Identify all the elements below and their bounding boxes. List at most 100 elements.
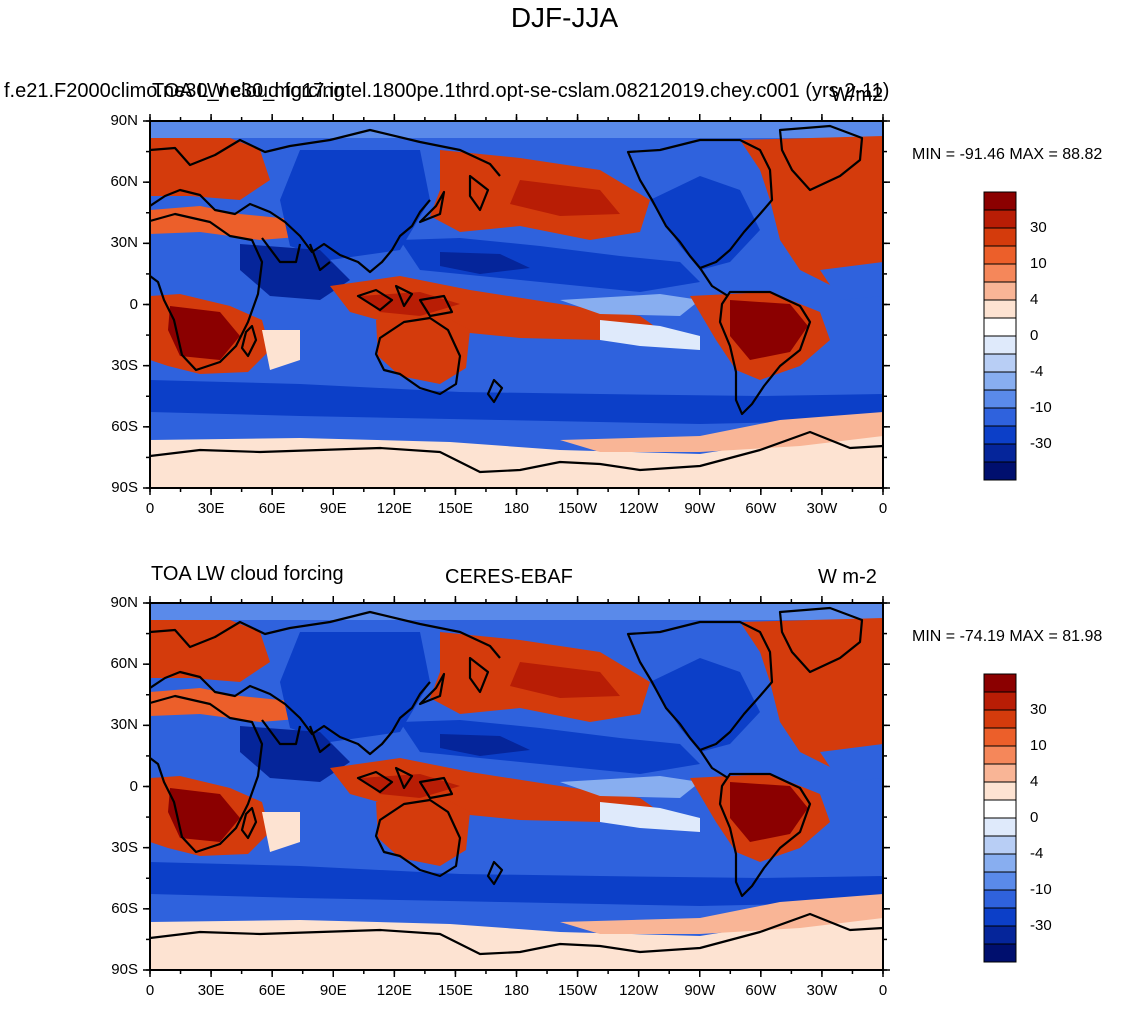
- lon-tick-label: 0: [878, 982, 888, 999]
- colorbar-swatch: [983, 925, 1017, 945]
- colorbar-swatch: [983, 443, 1017, 463]
- panel2-center-title: CERES-EBAF: [445, 566, 573, 588]
- lon-tick-label: 150E: [437, 982, 473, 999]
- colorbar-swatch: [983, 727, 1017, 747]
- panel1-min-max: MIN = -91.46 MAX = 88.82: [912, 146, 1103, 163]
- panel2-left-title: TOA LW cloud forcing: [151, 563, 344, 585]
- lat-tick-label: 30N: [110, 234, 138, 252]
- lat-tick-label: 90S: [111, 961, 138, 978]
- colorbar-label: 10: [1030, 255, 1047, 272]
- lon-tick-label: 60W: [745, 500, 777, 517]
- panel1-case-title: f.e21.F2000climo.ne30_ne30_mg17.intel.18…: [4, 80, 890, 102]
- colorbar-swatch: [983, 209, 1017, 229]
- colorbar-swatch: [983, 263, 1017, 283]
- colorbar-swatch: [983, 853, 1017, 873]
- lon-tick-label: 30E: [197, 500, 225, 517]
- colorbar-swatch: [983, 835, 1017, 855]
- colorbar-swatch: [983, 371, 1017, 391]
- colorbar-swatch: [983, 335, 1017, 355]
- lat-tick-label: 60S: [111, 899, 138, 917]
- colorbar-label: 4: [1030, 773, 1039, 790]
- colorbar-swatch: [983, 317, 1017, 337]
- lon-tick-label: 120E: [376, 500, 412, 517]
- colorbar-swatch: [983, 281, 1017, 301]
- lon-tick-label: 60E: [258, 500, 286, 517]
- colorbar-label: 30: [1030, 219, 1047, 236]
- colorbar-swatch: [983, 407, 1017, 427]
- lon-tick-label: 60W: [745, 982, 777, 999]
- lon-tick-label: 0: [145, 500, 155, 517]
- lat-tick-label: 30S: [111, 356, 138, 374]
- panel1-units: W/m2: [831, 84, 884, 106]
- lon-tick-label: 90E: [319, 500, 347, 517]
- colorbar-swatch: [983, 299, 1017, 319]
- colorbar-swatch: [983, 799, 1017, 819]
- colorbar-swatch: [983, 889, 1017, 909]
- panel2-units: W m-2: [818, 566, 877, 588]
- colorbar-swatch: [983, 943, 1017, 963]
- lon-tick-label: 30W: [806, 500, 838, 517]
- lon-tick-label: 180: [503, 500, 530, 517]
- colorbar-label: -30: [1030, 917, 1052, 934]
- lon-tick-label: 150W: [557, 982, 598, 999]
- lon-tick-label: 30E: [197, 982, 225, 999]
- colorbar-label: 0: [1030, 327, 1039, 344]
- lat-tick-label: 60N: [110, 655, 138, 673]
- panel1-left-title: TOA LW cloud forcing: [152, 80, 345, 102]
- colorbar-swatch: [983, 227, 1017, 247]
- lon-tick-label: 30W: [806, 982, 838, 999]
- colorbar-swatch: [983, 763, 1017, 783]
- figure-title: DJF-JJA: [510, 2, 619, 33]
- colorbar-label: -4: [1030, 363, 1044, 380]
- colorbar-swatch: [983, 461, 1017, 481]
- colorbar-swatch: [983, 781, 1017, 801]
- colorbar-swatch: [983, 425, 1017, 445]
- lat-tick-label: 0: [129, 777, 138, 795]
- colorbar-swatch: [983, 817, 1017, 837]
- lat-tick-label: 90S: [111, 479, 138, 496]
- lon-tick-label: 180: [503, 982, 530, 999]
- lat-tick-label: 30N: [110, 716, 138, 734]
- lon-tick-label: 90W: [684, 982, 716, 999]
- colorbar-swatch: [983, 673, 1017, 693]
- lon-tick-label: 120W: [619, 500, 659, 517]
- colorbar-label: 4: [1030, 291, 1039, 308]
- lon-tick-label: 90W: [684, 500, 716, 517]
- lon-tick-label: 0: [878, 500, 888, 517]
- colorbar-swatch: [983, 709, 1017, 729]
- panel2-min-max: MIN = -74.19 MAX = 81.98: [912, 628, 1103, 645]
- lon-tick-label: 0: [145, 982, 155, 999]
- colorbar-swatch: [983, 245, 1017, 265]
- colorbar-label: 0: [1030, 809, 1039, 826]
- lon-tick-label: 90E: [319, 982, 347, 999]
- colorbar-swatch: [983, 907, 1017, 927]
- colorbar-label: -4: [1030, 845, 1044, 862]
- lon-tick-label: 150W: [557, 500, 598, 517]
- colorbar-label: -30: [1030, 435, 1052, 452]
- colorbar-label: 10: [1030, 737, 1047, 754]
- colorbar-swatch: [983, 191, 1017, 211]
- colorbar-swatch: [983, 745, 1017, 765]
- lon-tick-label: 150E: [437, 500, 473, 517]
- colorbar-label: 30: [1030, 701, 1047, 718]
- panel2-map: [149, 602, 884, 971]
- lat-tick-label: 0: [129, 295, 138, 313]
- lat-tick-label: 90N: [110, 112, 138, 129]
- panel1-colorbar: [983, 191, 1017, 481]
- colorbar-swatch: [983, 353, 1017, 373]
- lat-tick-label: 30S: [111, 838, 138, 856]
- panel1-map: [149, 120, 884, 489]
- colorbar-swatch: [983, 691, 1017, 711]
- colorbar-swatch: [983, 389, 1017, 409]
- panel2-colorbar: [983, 673, 1017, 963]
- lon-tick-label: 120E: [376, 982, 412, 999]
- lat-tick-label: 60N: [110, 173, 138, 191]
- colorbar-swatch: [983, 871, 1017, 891]
- lon-tick-label: 120W: [619, 982, 659, 999]
- lat-tick-label: 60S: [111, 417, 138, 435]
- lon-tick-label: 60E: [258, 982, 286, 999]
- colorbar-label: -10: [1030, 399, 1052, 416]
- lat-tick-label: 90N: [110, 594, 138, 611]
- colorbar-label: -10: [1030, 881, 1052, 898]
